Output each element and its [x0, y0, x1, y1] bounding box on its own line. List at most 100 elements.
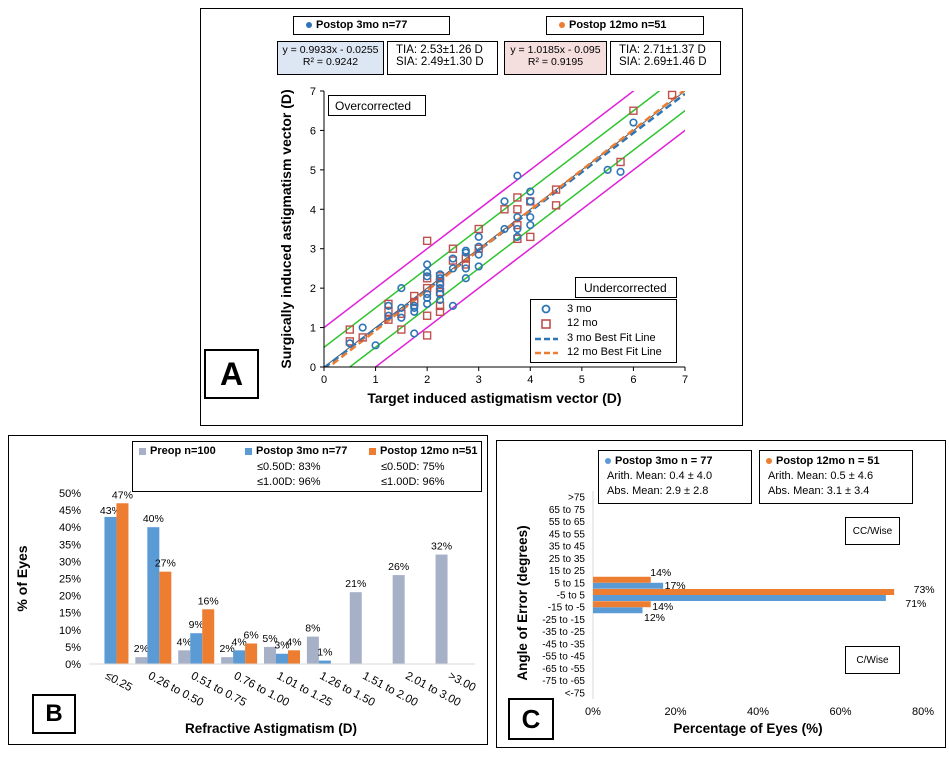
- bar-b: [245, 643, 258, 664]
- point-12mo: [435, 307, 445, 316]
- legend-c-12mo-abs: Abs. Mean: 3.1 ± 3.4: [768, 485, 870, 497]
- legend-12mo-square-icon: [541, 319, 551, 329]
- category-label-c: -55 to -45: [542, 652, 585, 663]
- legend-b: Preop n=100 Postop 3mo n=77 Postop 12mo …: [132, 441, 482, 492]
- point-3mo: [526, 197, 535, 206]
- bar-label-b: 4%: [232, 636, 247, 648]
- point-3mo: [384, 301, 393, 310]
- stats-12mo: TIA: 2.71±1.37 D SIA: 2.69±1.46 D: [610, 41, 721, 75]
- bar-b: [159, 571, 172, 664]
- legend-3mo: Postop 3mo n=77: [293, 16, 450, 35]
- point-3mo: [410, 301, 419, 310]
- point-3mo: [526, 220, 535, 230]
- tia-12mo: TIA: 2.71±1.37 D: [619, 44, 706, 56]
- x-tick-label-c: 60%: [829, 706, 851, 718]
- y-tick-label-a: 2: [310, 283, 316, 295]
- legend-c-12mo-title: Postop 12mo n = 51: [766, 455, 880, 468]
- legend-12mo-label: Postop 12mo n=51: [569, 19, 667, 31]
- stats-3mo: TIA: 2.53±1.26 D SIA: 2.49±1.30 D: [387, 41, 498, 75]
- point-3mo: [461, 264, 470, 273]
- category-label-c: 35 to 45: [549, 542, 586, 553]
- x-tick-label-a: 1: [373, 374, 379, 386]
- point-12mo: [526, 232, 535, 242]
- x-axis-title-c: Percentage of Eyes (%): [673, 721, 822, 736]
- x-tick-label-a: 2: [424, 374, 430, 386]
- y-tick-label-b: 35%: [59, 539, 81, 551]
- bar-c: [593, 607, 643, 614]
- point-3mo: [358, 323, 367, 332]
- point-12mo: [384, 307, 393, 316]
- sia-3mo: SIA: 2.49±1.30 D: [396, 56, 484, 68]
- point-3mo: [423, 272, 432, 281]
- category-label-c: 65 to 75: [549, 505, 586, 516]
- bar-label-c: 17%: [665, 580, 686, 592]
- y-tick-label-b: 15%: [59, 608, 81, 620]
- bar-b: [104, 516, 117, 664]
- x-tick-label-a: 3: [476, 374, 482, 386]
- point-3mo: [435, 295, 445, 305]
- y-tick-label-a: 6: [310, 125, 316, 137]
- legend-c-3mo-dot-icon: [605, 458, 611, 465]
- green-limit-line-1: [348, 109, 685, 367]
- bar-b: [306, 636, 319, 664]
- point-12mo: [397, 325, 406, 334]
- annotation-c-wise: C/Wise: [845, 646, 900, 674]
- annotation-c-wise-text: C/Wise: [856, 654, 889, 666]
- bar-label-b: 4%: [177, 636, 192, 648]
- panel-a-letter-text: A: [219, 355, 244, 392]
- point-3mo: [423, 299, 432, 309]
- bar-label-b: 21%: [345, 578, 366, 590]
- point-3mo: [448, 301, 458, 310]
- x-axis-title-b: Refractive Astigmatism (D): [185, 721, 357, 736]
- annotation-overcorrected: Overcorrected: [328, 95, 426, 116]
- category-label-c: 15 to 25: [549, 566, 586, 577]
- point-3mo: [616, 167, 625, 176]
- point-12mo: [474, 224, 483, 234]
- point-3mo: [603, 165, 612, 174]
- point-3mo: [410, 329, 419, 338]
- bar-b: [202, 609, 215, 664]
- point-12mo: [513, 220, 522, 230]
- series-legend-a-symbols: [535, 304, 558, 355]
- legend-b-12mo-line2: ≤1.00D: 96%: [381, 476, 445, 488]
- postop-3mo-swatch-icon: [245, 447, 252, 455]
- point-12mo: [410, 291, 419, 301]
- legend-3mo-circle-icon: [541, 304, 551, 314]
- legend-c-12mo-label: Postop 12mo n = 51: [776, 455, 880, 467]
- bar-label-b: 1%: [317, 647, 332, 659]
- y-tick-label-b: 10%: [59, 625, 81, 637]
- point-12mo: [513, 193, 522, 202]
- panel-c-letter: C: [508, 698, 554, 740]
- bar-c: [593, 601, 651, 608]
- legend-c-3mo-arith: Arith. Mean: 0.4 ± 4.0: [607, 470, 713, 482]
- annotation-cc-wise-text: CC/Wise: [852, 525, 893, 537]
- category-label-c: -45 to -35: [542, 639, 585, 650]
- legend-a-item-fit-3mo: 3 mo Best Fit Line: [567, 332, 656, 344]
- legend-a-item-12mo: 12 mo: [567, 317, 598, 329]
- legend-b-3mo-line2: ≤1.00D: 96%: [257, 476, 321, 488]
- legend-b-3mo-label: Postop 3mo n=77: [256, 445, 348, 457]
- point-3mo: [513, 232, 522, 241]
- point-3mo: [435, 270, 445, 279]
- y-tick-label-b: 20%: [59, 591, 81, 603]
- point-12mo: [422, 236, 432, 246]
- bar-b: [116, 503, 129, 664]
- bar-chart-b: 0%5%10%15%20%25%30%35%40%45%50%2%4%2%5%8…: [14, 488, 477, 736]
- point-12mo: [422, 311, 432, 320]
- point-3mo: [384, 311, 393, 320]
- bar-b: [264, 646, 276, 664]
- legend-12mo: Postop 12mo n=51: [546, 16, 704, 35]
- point-12mo: [551, 201, 561, 210]
- point-12mo: [629, 106, 638, 115]
- y-tick-label-b: 50%: [59, 488, 81, 500]
- y-tick-label-b: 40%: [59, 522, 81, 534]
- annotation-cc-wise: CC/Wise: [845, 517, 900, 545]
- point-3mo: [513, 213, 522, 222]
- point-3mo: [461, 274, 470, 283]
- point-3mo: [526, 187, 535, 196]
- bar-b: [147, 527, 160, 664]
- legend-3mo-label: Postop 3mo n=77: [316, 19, 408, 31]
- point-3mo: [474, 262, 483, 271]
- bar-b: [233, 650, 246, 664]
- y-axis-title-c: Angle of Error (degrees): [515, 525, 530, 680]
